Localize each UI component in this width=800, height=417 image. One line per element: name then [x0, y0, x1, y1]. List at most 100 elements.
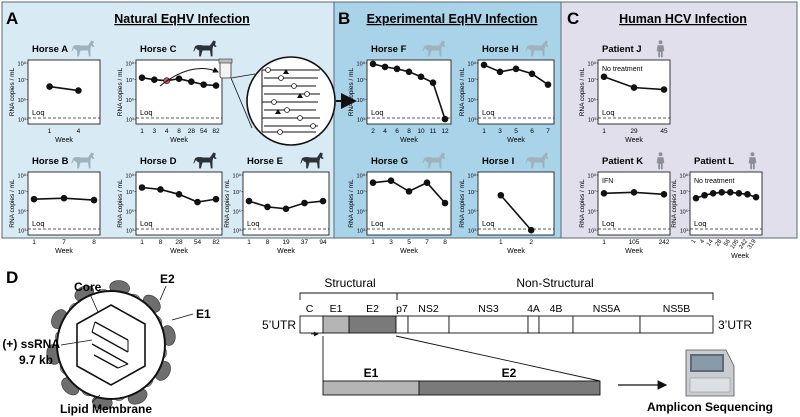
- panel-c-title: Human HCV Infection: [619, 12, 747, 26]
- data-point: [393, 65, 401, 73]
- x-tick-label: 1: [140, 239, 144, 246]
- gene-label: E2: [366, 303, 379, 315]
- x-axis-label: Week: [400, 137, 418, 144]
- x-tick-label: 1: [140, 128, 144, 135]
- y-tick-label: 10⁵: [680, 208, 688, 215]
- x-axis-label: Week: [625, 248, 643, 255]
- data-point: [497, 191, 505, 199]
- gene-segments: C E1 E2 p7 NS2 NS3 4A 4B NS5A NS5B: [299, 303, 714, 334]
- gene-segment: [407, 315, 450, 334]
- x-tick-label: 7: [546, 128, 550, 135]
- chart-title: Horse F: [371, 44, 407, 55]
- tree-tip: [297, 115, 303, 121]
- zoom-e1: [322, 380, 420, 396]
- gene-segment: [395, 315, 409, 334]
- data-point: [600, 73, 608, 81]
- tree-marker: [283, 69, 289, 74]
- x-axis-label: Week: [277, 248, 295, 255]
- y-tick-label: 10⁵: [18, 208, 26, 215]
- gene-label: NS5A: [593, 303, 620, 315]
- data-point: [369, 60, 377, 68]
- x-tick-label: 3: [153, 128, 157, 135]
- chart-note: IFN: [602, 178, 613, 185]
- data-point: [709, 190, 717, 197]
- zoom-e2-label: E2: [502, 366, 517, 380]
- x-tick-label: 37: [301, 239, 309, 246]
- x-axis-label: Week: [55, 137, 73, 144]
- x-tick-label: 54: [194, 239, 202, 246]
- data-point: [752, 193, 760, 201]
- gene-segment: [322, 315, 350, 334]
- y-tick-label: 10³: [588, 118, 596, 124]
- plot-area: [27, 171, 101, 236]
- data-point: [600, 190, 608, 197]
- plot-area: [597, 59, 671, 125]
- y-tick-label: 10⁵: [18, 97, 26, 104]
- x-tick-label: 56: [723, 238, 732, 247]
- zoom-e2: [418, 380, 601, 396]
- x-tick-label: 242: [738, 238, 749, 250]
- plot-area: [689, 171, 763, 236]
- panel-a-letter: A: [6, 9, 18, 28]
- data-point: [480, 61, 488, 69]
- data-point: [417, 73, 425, 81]
- x-tick-label: 4: [699, 238, 706, 245]
- data-point: [282, 205, 290, 213]
- y-tick-label: 10⁹: [18, 173, 26, 180]
- tree-tip: [291, 83, 297, 89]
- x-tick-label: 28: [175, 239, 183, 246]
- y-tick-label: 10³: [588, 229, 596, 235]
- x-tick-label: 6: [530, 128, 534, 135]
- y-tick-label: 10⁷: [233, 189, 241, 196]
- x-tick-label: 8: [159, 239, 163, 246]
- e1-label: E1: [196, 307, 211, 321]
- x-tick-label: 28: [715, 238, 724, 247]
- data-point: [90, 196, 98, 204]
- x-tick-label: 1: [371, 239, 375, 246]
- sample-callout: [159, 56, 357, 146]
- structural-label: Structural: [324, 276, 375, 290]
- chart-title: Horse C: [140, 44, 177, 55]
- loq-label: Loq: [140, 219, 153, 228]
- y-tick-label: 10⁹: [357, 61, 365, 68]
- x-tick-label: 10: [417, 128, 425, 135]
- gene-label: 4B: [550, 303, 563, 315]
- chart-title: Patient J: [602, 44, 642, 55]
- x-tick-label: 105: [730, 238, 741, 250]
- y-axis-label: RNA copies / mL: [579, 179, 586, 228]
- y-tick-label: 10⁹: [588, 61, 596, 68]
- y-tick-label: 10⁹: [468, 173, 476, 180]
- gene-label: NS2: [418, 303, 439, 315]
- y-axis-label: RNA copies / mL: [459, 67, 466, 116]
- y-tick-label: 10⁵: [126, 97, 134, 104]
- x-axis-label: Week: [731, 253, 749, 260]
- zoom-line: [230, 77, 253, 129]
- sequencer-icon: [685, 349, 735, 397]
- loq-label: Loq: [694, 219, 707, 228]
- loq-label: Loq: [32, 108, 45, 117]
- x-tick-label: 12: [441, 128, 449, 135]
- gene-segment: [639, 315, 714, 334]
- gene-label: NS5B: [663, 303, 690, 315]
- y-tick-label: 10³: [468, 229, 476, 235]
- chart-title: Patient K: [602, 156, 643, 167]
- x-tick-label: 4: [165, 128, 169, 135]
- x-tick-label: 7: [425, 239, 429, 246]
- x-tick-label: 45: [660, 128, 668, 135]
- data-point: [157, 186, 164, 193]
- data-point: [423, 179, 431, 186]
- x-tick-label: 1: [482, 128, 486, 135]
- x-tick-label: 3: [498, 128, 502, 135]
- gene-segment: [527, 315, 540, 334]
- data-point: [30, 195, 38, 203]
- x-tick-label: 8: [92, 239, 96, 246]
- data-point: [212, 195, 220, 203]
- data-point: [660, 190, 668, 198]
